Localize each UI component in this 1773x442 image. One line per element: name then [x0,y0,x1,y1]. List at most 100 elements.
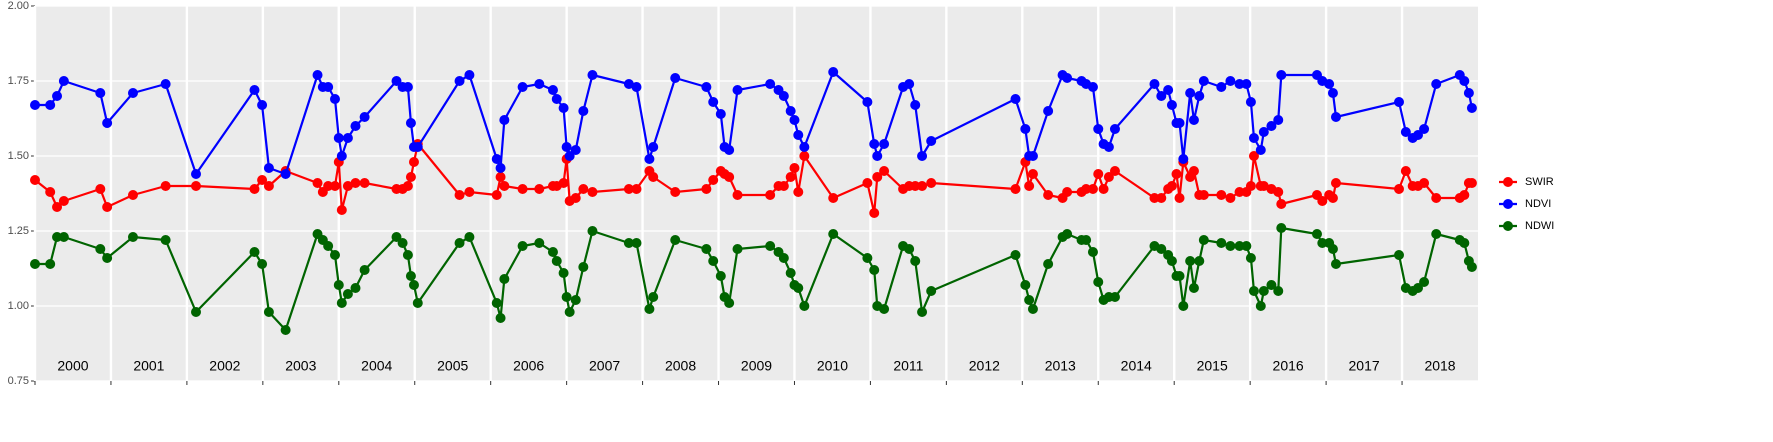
point [765,241,776,251]
point [1419,277,1430,287]
point [869,265,880,275]
point [499,181,510,191]
point [359,178,370,188]
year-label: 2002 [209,358,240,374]
point [799,151,810,161]
point [336,205,347,215]
point [1027,304,1038,314]
point [52,232,63,242]
point [724,172,735,182]
point [350,121,361,131]
point [1241,79,1252,89]
point [1010,94,1021,104]
point [280,325,291,335]
point [102,253,113,263]
point [715,271,726,281]
point [408,157,419,167]
y-tick-label: 2.00 [8,0,29,12]
point [412,298,423,308]
point [1330,178,1341,188]
point [1010,250,1021,260]
point [701,82,712,92]
point [862,178,873,188]
point [648,142,659,152]
point [1266,121,1277,131]
point [1198,235,1209,245]
point [670,235,681,245]
point [1010,184,1021,194]
point [405,172,416,182]
plot-panel [35,6,1478,381]
year-label: 2000 [57,358,88,374]
point [732,85,743,95]
point [1198,190,1209,200]
point [1266,280,1277,290]
point [1027,169,1038,179]
point [1466,103,1477,113]
point [1081,235,1092,245]
point [558,268,569,278]
point [280,169,291,179]
point [405,118,416,128]
point [1062,187,1073,197]
point [558,178,569,188]
legend-key [1503,199,1513,209]
point [862,253,873,263]
point [402,82,413,92]
point [1248,133,1259,143]
point [102,202,113,212]
point [1194,91,1205,101]
y-tick-label: 1.75 [8,75,29,87]
point [1062,73,1073,83]
point [648,292,659,302]
y-tick-label: 0.75 [8,375,29,387]
point [670,73,681,83]
point [1400,166,1411,176]
point [724,298,735,308]
point [917,151,928,161]
point [191,307,202,317]
year-label: 2007 [589,358,620,374]
point [329,181,340,191]
point [359,112,370,122]
point [1276,199,1287,209]
point [1188,166,1199,176]
year-label: 2018 [1424,358,1455,374]
point [342,289,353,299]
point [249,85,260,95]
point [1149,193,1160,203]
point [499,115,510,125]
year-label: 2008 [665,358,696,374]
point [644,304,655,314]
point [127,88,138,98]
point [45,187,56,197]
point [1466,178,1477,188]
point [191,169,202,179]
point [454,76,465,86]
point [1093,277,1104,287]
point [1255,301,1266,311]
y-tick-label: 1.25 [8,225,29,237]
point [517,241,528,251]
point [1174,271,1185,281]
point [708,175,719,185]
point [495,313,506,323]
point [732,190,743,200]
point [1109,166,1120,176]
year-label: 2005 [437,358,468,374]
point [1459,238,1470,248]
y-tick-label: 1.50 [8,150,29,162]
point [644,154,655,164]
point [724,145,735,155]
point [623,184,634,194]
point [333,133,344,143]
point [391,232,402,242]
point [127,232,138,242]
point [1166,256,1177,266]
point [570,145,581,155]
point [869,208,880,218]
point [1087,247,1098,257]
point [257,175,268,185]
point [926,178,937,188]
